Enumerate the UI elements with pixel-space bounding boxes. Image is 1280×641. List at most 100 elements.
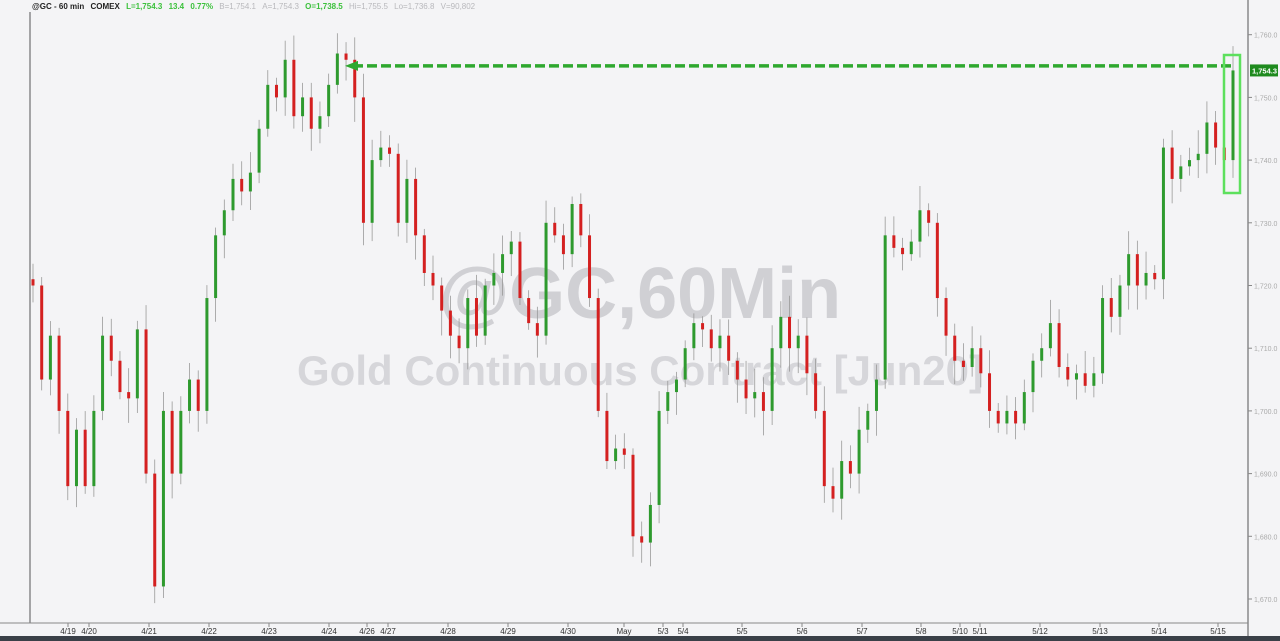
x-tick-label: 5/12 bbox=[1032, 627, 1048, 636]
candle bbox=[161, 391, 165, 599]
candle bbox=[614, 434, 618, 470]
candle-body bbox=[874, 379, 878, 411]
candle-body bbox=[92, 410, 96, 487]
candle bbox=[535, 306, 539, 358]
candle-body bbox=[648, 504, 652, 543]
candle-body bbox=[1074, 373, 1078, 380]
candle-body bbox=[431, 272, 435, 286]
candle-body bbox=[1161, 147, 1165, 280]
candle-body bbox=[622, 448, 626, 455]
candle bbox=[709, 314, 713, 362]
candle-body bbox=[483, 285, 487, 336]
candle-body bbox=[657, 410, 661, 505]
candle bbox=[370, 139, 374, 242]
candle-body bbox=[109, 335, 113, 361]
x-axis-ticks: 4/19 4/20 4/21 4/22 4/23 4/24 4/26 4/27 4/28 4/29… bbox=[60, 623, 1226, 636]
candle-body bbox=[744, 379, 748, 399]
candle bbox=[727, 319, 731, 375]
candle-body bbox=[727, 335, 731, 361]
candle-body bbox=[579, 203, 583, 236]
candle-body bbox=[866, 410, 870, 430]
candle bbox=[414, 167, 418, 260]
candle-body bbox=[970, 348, 974, 368]
candle bbox=[753, 368, 757, 418]
candle-body bbox=[318, 116, 322, 129]
candle bbox=[1040, 333, 1044, 378]
open: O=1,738.5 bbox=[305, 2, 343, 11]
candle bbox=[40, 277, 44, 391]
candle bbox=[570, 196, 574, 268]
candle-body bbox=[570, 203, 574, 255]
candle-body bbox=[161, 410, 165, 587]
x-tick-label: 5/10 bbox=[952, 627, 968, 636]
candle-body bbox=[1022, 392, 1026, 424]
candle bbox=[909, 229, 913, 261]
candle bbox=[692, 313, 696, 361]
candle bbox=[970, 326, 974, 377]
candle bbox=[135, 320, 139, 413]
candle-body bbox=[761, 392, 765, 411]
candle bbox=[1161, 138, 1165, 300]
watermark-name: Gold Continuous Contract [Jun20] bbox=[297, 347, 983, 394]
x-tick-label: 5/7 bbox=[856, 627, 868, 636]
candle bbox=[605, 392, 609, 469]
candle-body bbox=[753, 392, 757, 399]
candle bbox=[448, 295, 452, 359]
candle-body bbox=[40, 285, 44, 380]
y-tick-label: 1,700.0 bbox=[1254, 409, 1277, 416]
y-tick-label: 1,730.0 bbox=[1254, 221, 1277, 228]
candle bbox=[379, 130, 383, 167]
candle bbox=[640, 521, 644, 563]
candle-body bbox=[796, 335, 800, 349]
candle-body bbox=[953, 335, 957, 361]
candle bbox=[553, 207, 557, 243]
candle bbox=[1153, 265, 1157, 290]
candle bbox=[927, 203, 931, 237]
candle-body bbox=[422, 235, 426, 273]
candle-body bbox=[440, 285, 444, 311]
candle-body bbox=[1170, 147, 1174, 179]
y-tick-label: 1,680.0 bbox=[1254, 534, 1277, 541]
candle bbox=[283, 40, 287, 116]
candle bbox=[240, 161, 244, 206]
candle bbox=[1031, 353, 1035, 413]
candle bbox=[814, 358, 818, 419]
candle bbox=[874, 364, 878, 436]
candle bbox=[440, 277, 444, 336]
candle-body bbox=[735, 360, 739, 380]
arrow-head-icon bbox=[345, 60, 358, 71]
candle-body bbox=[979, 348, 983, 374]
candle bbox=[109, 318, 113, 377]
candle-body bbox=[857, 429, 861, 474]
candle-body bbox=[1048, 323, 1052, 349]
candle-body bbox=[74, 429, 78, 487]
candle-body bbox=[683, 348, 687, 380]
x-tick-label: 5/4 bbox=[677, 627, 689, 636]
candle-body bbox=[179, 410, 183, 474]
candle bbox=[1196, 130, 1200, 179]
x-tick-label: May bbox=[616, 627, 631, 636]
highlight-box bbox=[1222, 53, 1242, 195]
candle bbox=[1083, 351, 1087, 393]
candle-body bbox=[448, 310, 452, 336]
candle bbox=[674, 371, 678, 415]
candle bbox=[474, 274, 478, 347]
candle bbox=[179, 396, 183, 485]
candle-body bbox=[709, 329, 713, 349]
candle-body bbox=[988, 373, 992, 411]
candle bbox=[561, 223, 565, 270]
candle-body bbox=[996, 410, 1000, 424]
candle-body bbox=[1083, 373, 1087, 386]
candle-body bbox=[1101, 298, 1105, 374]
candle-body bbox=[640, 536, 644, 543]
candle bbox=[1101, 285, 1105, 384]
candle-body bbox=[414, 178, 418, 236]
candle bbox=[622, 433, 626, 469]
candle-body bbox=[144, 329, 148, 474]
x-tick-label: 5/6 bbox=[796, 627, 808, 636]
candle-body bbox=[909, 241, 913, 255]
candle bbox=[579, 193, 583, 248]
candle-body bbox=[1040, 348, 1044, 361]
candle-body bbox=[248, 172, 252, 192]
candle-body bbox=[1144, 272, 1148, 286]
